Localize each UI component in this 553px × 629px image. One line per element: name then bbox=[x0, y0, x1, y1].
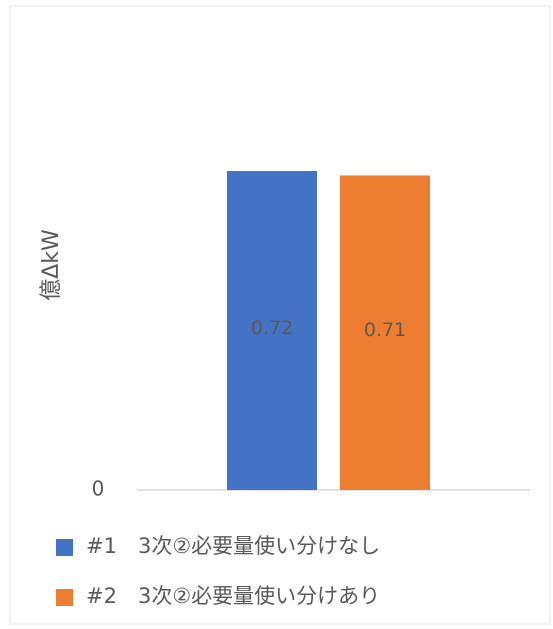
value-label: 0.72 bbox=[251, 317, 293, 339]
legend-swatch bbox=[56, 539, 73, 556]
legend-label: #1 3次②必要量使い分けなし bbox=[86, 534, 380, 558]
value-label: 0.71 bbox=[364, 319, 406, 341]
bar bbox=[340, 175, 430, 490]
legend-swatch bbox=[56, 589, 73, 606]
y-tick-label: 0 bbox=[92, 477, 105, 501]
legend-label: #2 3次②必要量使い分けあり bbox=[86, 584, 380, 608]
y-axis-title: 億ΔkW bbox=[39, 229, 64, 301]
bar bbox=[227, 171, 317, 491]
